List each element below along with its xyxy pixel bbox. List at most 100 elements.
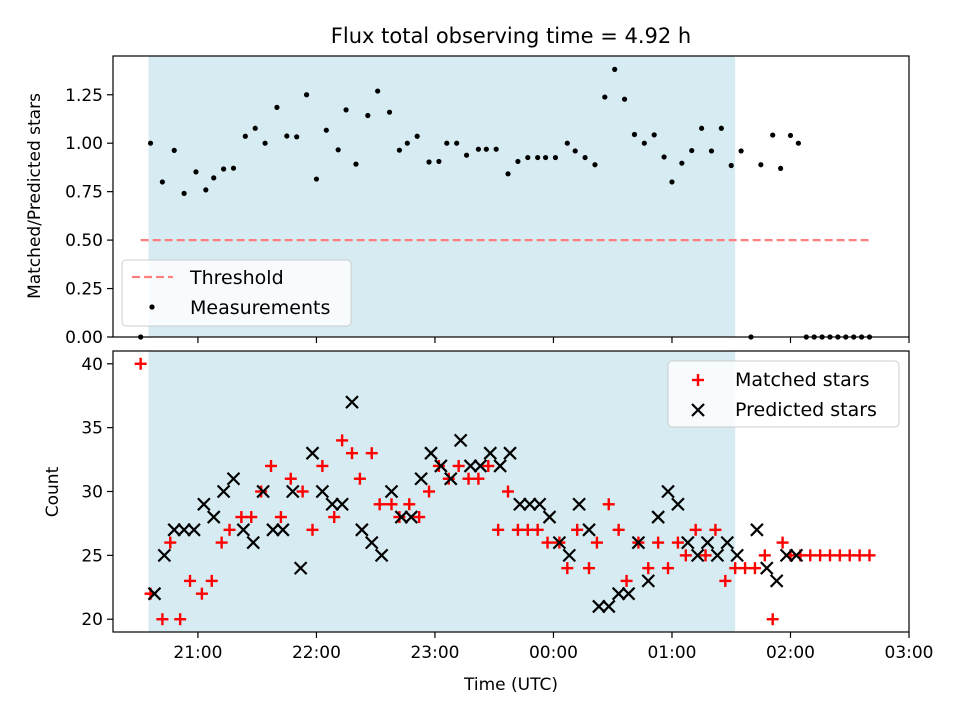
predicted-star-mark-b xyxy=(592,599,606,614)
matched-star-point xyxy=(328,511,341,524)
predicted-star-point xyxy=(542,510,557,524)
top-y-tick-label: 0.50 xyxy=(65,231,103,251)
measurement-point xyxy=(651,132,657,138)
predicted-star-mark-b xyxy=(582,523,596,537)
predicted-star-mark-b xyxy=(611,586,626,601)
predicted-star-point xyxy=(256,484,270,499)
predicted-star-mark-b xyxy=(453,433,468,448)
matched-star-point xyxy=(306,523,319,536)
top-x-axis xyxy=(197,337,910,343)
predicted-star-point xyxy=(325,497,340,512)
matched-star-point xyxy=(255,485,268,498)
predicted-star-point xyxy=(157,548,172,563)
matched-star-point xyxy=(296,485,309,498)
predicted-star-mark-b xyxy=(335,497,349,512)
predicted-star-point xyxy=(453,433,468,448)
bottom-x-tick-label: 00:00 xyxy=(529,643,578,663)
predicted-star-mark-b xyxy=(384,484,399,499)
predicted-star-mark-b xyxy=(355,523,369,537)
threshold-legend-label: Threshold xyxy=(189,267,284,289)
predicted-star-point xyxy=(424,446,438,460)
predicted-star-mark-b xyxy=(651,510,665,524)
matched-star-point xyxy=(274,511,287,524)
predicted-star-point xyxy=(730,548,744,563)
predicted-star-point xyxy=(532,497,547,512)
bottom-x-axis: 21:00 22:00 23:00 00:00 01:00 02:00 03:00 xyxy=(173,632,934,663)
predicted-star-mark-b xyxy=(394,510,409,524)
predicted-star-mark-b xyxy=(177,523,191,537)
predicted-star-mark-b xyxy=(760,561,774,575)
predicted-star-mark-b xyxy=(621,586,636,601)
matched-star-point xyxy=(134,357,147,370)
measurement-point xyxy=(386,109,393,115)
predicted-star-mark-b xyxy=(601,599,616,614)
measurement-point xyxy=(552,154,559,161)
matched-star-point xyxy=(452,459,465,472)
measurement-point xyxy=(426,159,432,165)
top-y-tick-label: 0.75 xyxy=(65,183,103,203)
measurement-point xyxy=(375,88,381,94)
predicted-star-point xyxy=(769,574,784,588)
measurement-point xyxy=(592,162,598,168)
predicted-star-point xyxy=(236,523,251,537)
predicted-star-point xyxy=(562,548,577,563)
top-y-axis-label: Matched/Predicted stars xyxy=(25,93,45,299)
predicted-star-point xyxy=(493,459,507,473)
predicted-star-mark-b xyxy=(434,459,448,473)
predicted-star-mark-b xyxy=(325,497,340,512)
predicted-star-mark-b xyxy=(206,510,221,524)
measurement-point xyxy=(404,140,410,146)
predicted-star-point xyxy=(522,497,537,512)
predicted-star-mark-b xyxy=(147,586,162,601)
measurement-point xyxy=(475,146,482,152)
measurement-point xyxy=(787,132,794,139)
predicted-star-mark-b xyxy=(364,535,379,550)
predicted-star-mark-b xyxy=(483,446,498,460)
matched-star-point xyxy=(205,574,218,587)
measurement-point xyxy=(679,160,685,166)
measurement-point xyxy=(572,148,578,154)
measurements-legend-label: Measurements xyxy=(190,297,330,319)
measurement-point xyxy=(738,148,744,154)
predicted-star-point xyxy=(582,523,596,537)
matched-star-point xyxy=(156,613,169,626)
predicted-star-point xyxy=(315,484,330,499)
predicted-star-mark-b xyxy=(197,497,211,512)
predicted-star-mark-b xyxy=(532,497,547,512)
matched-star-point xyxy=(442,472,455,485)
matched-star-point xyxy=(502,485,515,498)
bottom-x-tick-label: 03:00 xyxy=(885,643,934,663)
predicted-star-mark-b xyxy=(552,535,567,550)
matched-star-point xyxy=(265,459,278,472)
matched-star-point xyxy=(393,511,406,524)
matched-star-point xyxy=(164,536,177,549)
predicted-star-point xyxy=(147,586,162,601)
matched-star-point xyxy=(316,459,329,472)
predicted-star-point xyxy=(513,497,527,512)
predicted-star-point xyxy=(374,548,389,563)
predicted-star-mark-b xyxy=(226,471,241,486)
matched-stars-points xyxy=(134,357,876,626)
measurement-point xyxy=(313,176,320,182)
predicted-star-mark-b xyxy=(641,574,656,588)
matched-legend-swatch xyxy=(692,374,704,386)
predicted-star-point xyxy=(443,471,458,486)
chart-title: Flux total observing time = 4.92 h xyxy=(331,24,691,48)
measurement-point xyxy=(505,171,511,177)
predicted-star-point xyxy=(789,548,804,563)
predicted-star-mark-b xyxy=(631,535,646,550)
matched-star-point xyxy=(758,549,771,562)
matched-star-point xyxy=(642,562,655,575)
predicted-star-mark-b xyxy=(671,497,685,512)
predicted-star-point xyxy=(720,535,735,550)
bottom-y-tick-label: 30 xyxy=(81,483,103,503)
matched-star-point xyxy=(403,498,416,511)
measurement-point xyxy=(535,154,541,161)
predicted-star-point xyxy=(552,535,567,550)
predicted-legend-label: Predicted stars xyxy=(735,399,877,421)
predicted-star-point xyxy=(293,561,308,575)
predicted-star-mark-b xyxy=(710,548,725,563)
matched-star-point xyxy=(699,549,712,562)
predicted-star-mark-b xyxy=(700,535,715,550)
